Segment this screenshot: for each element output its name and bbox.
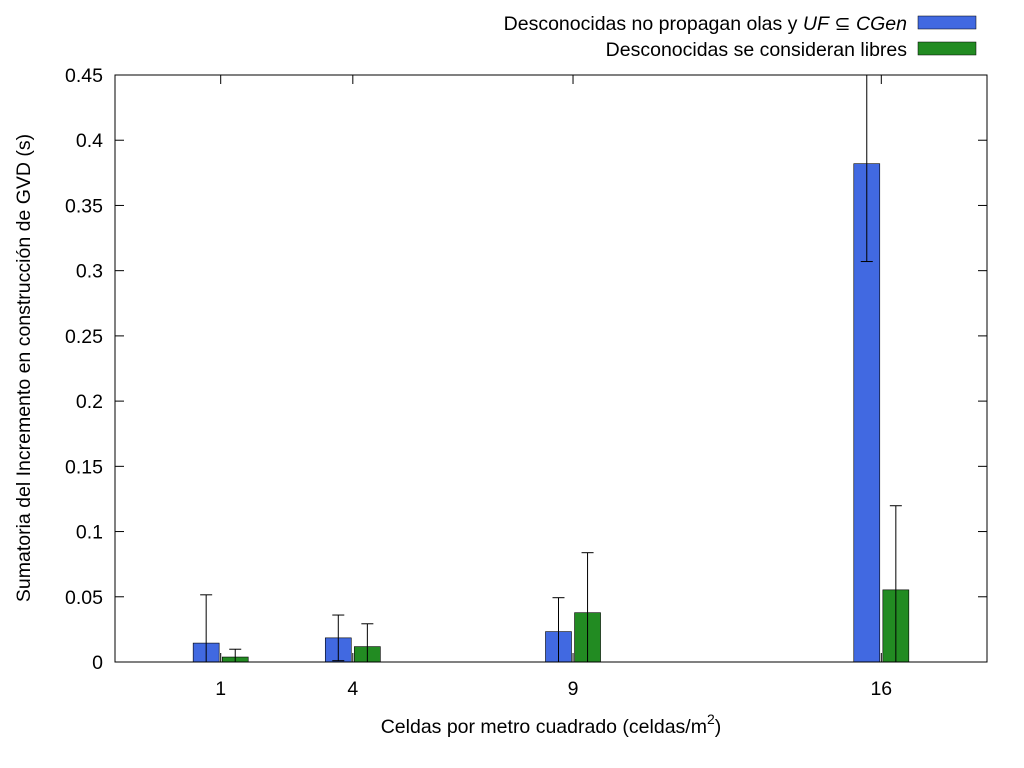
y-tick-label: 0.35 [65,195,103,217]
x-tick-label: 4 [347,678,358,700]
y-tick-label: 0.1 [76,522,103,544]
y-tick-label: 0.4 [76,130,103,152]
y-tick-label: 0.3 [76,261,103,283]
error-bars-layer [200,75,902,663]
legend-swatch-series-2 [917,41,977,56]
x-tick-label: 16 [870,678,892,700]
legend: Desconocidas no propagan olas y UF ⊆ CGe… [504,13,977,61]
y-tick-label: 0.05 [65,587,103,609]
y-axis-ticks: 0 0.05 0.1 0.15 0.2 0.25 0.3 0.35 0.4 0.45 [65,65,987,674]
legend-label-series-1: Desconocidas no propagan olas y UF ⊆ CGe… [504,13,907,35]
y-tick-label: 0.25 [65,326,103,348]
legend-label-series-2: Desconocidas se consideran libres [606,39,908,61]
y-tick-label: 0.15 [65,456,103,478]
x-tick-label: 9 [568,678,579,700]
legend-swatch-series-1 [917,15,977,30]
x-tick-label: 1 [215,678,226,700]
x-axis-ticks: 1 4 9 16 [215,75,892,700]
x-axis-title: Celdas por metro cuadrado (celdas/m2) [381,711,722,738]
y-tick-label: 0.45 [65,65,103,87]
y-tick-label: 0 [92,652,103,674]
y-tick-label: 0.2 [76,391,103,413]
y-axis-title: Sumatoria del Incremento en construcción… [13,134,35,602]
bars-layer [192,163,910,663]
plot-frame [114,74,988,663]
